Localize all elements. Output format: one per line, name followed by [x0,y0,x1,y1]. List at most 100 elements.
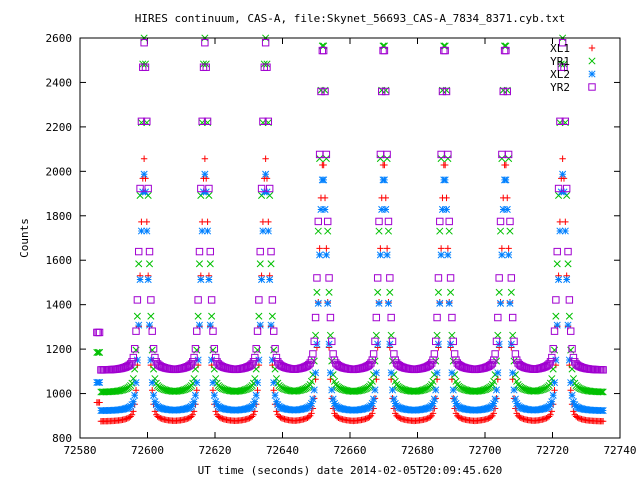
data-point [207,296,216,304]
data-point [506,299,514,307]
data-point [132,327,140,335]
data-point [485,415,492,422]
data-point [295,386,303,395]
data-point [370,395,378,403]
data-point [137,227,145,235]
data-point [302,415,310,422]
data-point [496,299,505,307]
data-point [191,345,200,353]
data-point [135,260,143,268]
data-point [314,227,322,235]
data-point [255,312,263,320]
data-point [382,194,389,202]
data-point [244,415,252,422]
data-point [264,227,272,235]
y-axis-label: Counts [18,218,31,258]
data-point [366,413,373,421]
data-point [569,375,577,383]
data-point [505,245,512,252]
data-point [510,337,518,346]
data-point [129,375,137,383]
data-point [562,184,571,193]
legend-marker [588,83,596,91]
data-point [143,218,151,226]
data-point [317,87,325,96]
data-point [444,150,452,159]
data-point [490,399,498,408]
data-point [441,176,449,184]
data-point [542,404,550,412]
data-point [567,379,575,387]
data-point [194,356,202,364]
data-point [209,379,217,387]
data-point [378,87,386,96]
data-point [155,414,163,421]
data-point [249,358,258,366]
data-point [559,155,566,162]
data-point [205,191,213,199]
data-point [442,205,451,214]
data-point [268,296,277,304]
data-point [335,414,342,422]
data-point [262,155,269,162]
data-point [492,386,501,394]
data-point [511,395,519,403]
data-point [128,411,136,418]
data-point [375,227,383,235]
data-point [491,395,499,403]
data-point [313,274,321,282]
data-point [565,356,573,364]
data-point [444,251,452,259]
data-point [144,275,152,284]
data-point [147,356,155,364]
data-point [324,217,332,226]
data-point [145,321,154,329]
data-point [388,386,397,394]
data-point [326,331,334,339]
data-point [133,296,142,304]
y-tick-label: 2400 [46,76,73,89]
data-point [323,245,330,252]
data-point [399,385,407,393]
data-point [429,399,437,408]
data-point [185,404,193,412]
data-point [150,391,158,399]
data-point [310,337,318,346]
legend-marker [588,44,596,52]
data-point [151,375,159,383]
data-point [483,363,491,371]
data-point [128,358,136,366]
data-point [256,247,264,256]
x-tick-label: 72600 [131,444,164,457]
data-point [383,150,391,159]
data-point [193,386,200,394]
y-tick-label: 2600 [46,32,73,45]
data-point [596,388,604,396]
data-point [204,218,211,226]
data-point [569,398,577,406]
data-point [432,386,440,394]
data-point [450,350,459,358]
series-xl2 [93,170,607,415]
data-point [138,218,145,226]
data-point [548,375,556,383]
data-point [128,401,136,409]
data-point [265,218,272,226]
data-point [437,251,445,259]
data-point [382,205,390,214]
data-point [326,313,335,322]
data-point [546,358,555,366]
data-point [564,321,572,329]
y-tick-label: 2000 [46,165,73,178]
data-point [247,414,254,421]
data-point [495,288,503,296]
data-point [508,313,517,322]
data-point [210,345,219,353]
data-point [142,175,149,182]
data-point [415,387,424,395]
data-point [321,87,329,96]
data-point [193,379,201,387]
data-point [504,194,511,202]
data-point [144,184,152,193]
data-point [320,176,328,184]
